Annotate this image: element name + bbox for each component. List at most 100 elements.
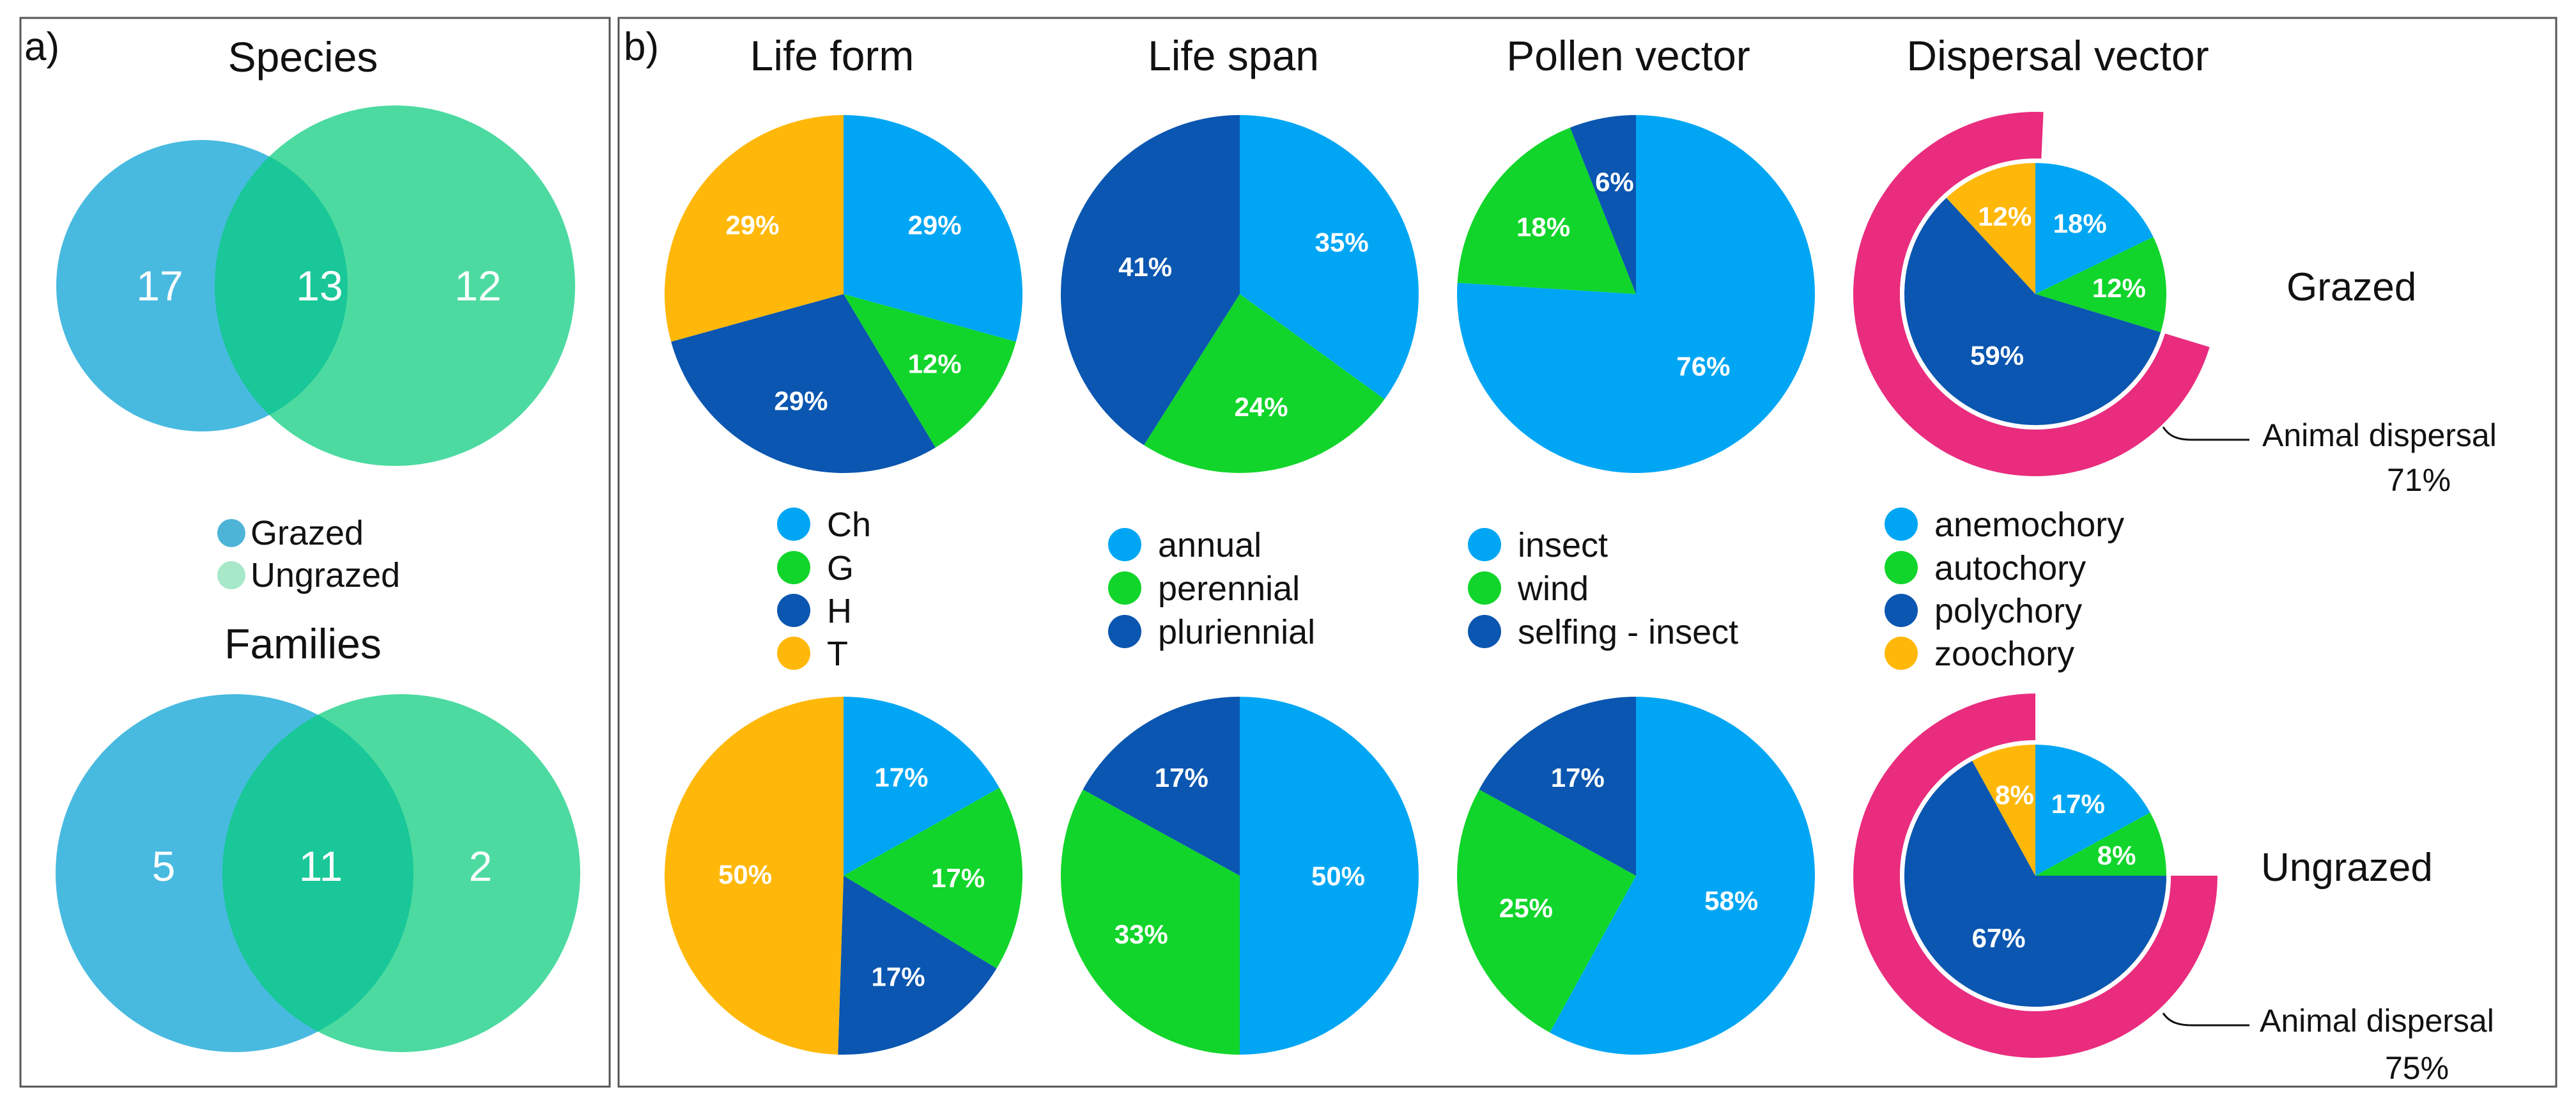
legend-grazed-label: Grazed bbox=[251, 514, 364, 552]
callout-grazed-line bbox=[2162, 426, 2249, 441]
legend-swatch-autochory bbox=[1885, 551, 1918, 584]
pie-slice-g bbox=[844, 294, 1016, 448]
legend-swatch-zoochory bbox=[1885, 637, 1918, 670]
pie-label-insect: 76% bbox=[1676, 351, 1730, 381]
pie-label-h: 17% bbox=[872, 961, 925, 991]
legend-label-wind: wind bbox=[1517, 570, 1589, 608]
venn-legend: Grazed Ungrazed bbox=[217, 514, 400, 594]
legend-label-perennial: perennial bbox=[1158, 570, 1300, 608]
dispersal-vector-pie-ungrazed: 17% 8% 67% 8% bbox=[1853, 694, 2217, 1058]
pie-label-polychory: 59% bbox=[1970, 341, 2024, 371]
pie-slice-zoochory bbox=[1972, 745, 2035, 876]
legend-label-h: H bbox=[827, 592, 852, 630]
callout-ungrazed-label: Animal dispersal bbox=[2260, 1003, 2494, 1039]
families-ungrazed-circle bbox=[222, 694, 580, 1052]
row-label-grazed: Grazed bbox=[2287, 265, 2416, 309]
families-grazed-only: 5 bbox=[152, 842, 176, 890]
pie-slice-ch bbox=[844, 697, 999, 876]
legend-label-zoochory: zoochory bbox=[1934, 635, 2074, 673]
legend-swatch-annual bbox=[1108, 528, 1141, 561]
legend-swatch-perennial bbox=[1108, 571, 1141, 605]
life-span-pie-ungrazed: 50% 33% 17% bbox=[1061, 697, 1419, 1055]
legend-swatch-wind bbox=[1468, 571, 1501, 605]
pie-label-g: 12% bbox=[908, 349, 962, 379]
pie-label-anemochory: 18% bbox=[2053, 208, 2107, 238]
legend-swatch-h bbox=[777, 594, 810, 627]
pie-slice-insect bbox=[1550, 697, 1815, 1055]
pie-label-autochory: 8% bbox=[2097, 840, 2136, 870]
pie-slice-selfing-insect bbox=[1479, 697, 1636, 876]
pie-charts: Life form 29% 12% 29% 29% 17% 17% 17% 50% Life sp… bbox=[665, 32, 2217, 1058]
pie-label-ch: 29% bbox=[908, 210, 962, 240]
callout-grazed: Animal dispersal 71% bbox=[2162, 417, 2497, 498]
species-shared: 13 bbox=[296, 262, 343, 309]
legend-label-t: T bbox=[827, 635, 848, 673]
species-venn: 17 13 12 bbox=[56, 105, 575, 466]
panel-a-tag: a) bbox=[24, 25, 59, 69]
pie-slice-t bbox=[665, 697, 844, 1055]
pie-slice-wind bbox=[1457, 789, 1636, 1033]
legend-ungrazed-label: Ungrazed bbox=[251, 556, 400, 594]
species-ungrazed-circle bbox=[215, 105, 575, 466]
legend-swatch-g bbox=[777, 551, 810, 584]
pie-label-t: 50% bbox=[718, 860, 772, 890]
pie-label-perennial: 24% bbox=[1235, 392, 1288, 422]
pie-label-selfing-insect: 17% bbox=[1551, 763, 1605, 793]
life-span-pie-grazed: 35% 24% 41% bbox=[1060, 115, 1419, 473]
legend-label-pluriennial: pluriennial bbox=[1158, 613, 1315, 651]
legend-swatch-selfing-insect bbox=[1468, 615, 1501, 648]
row-label-ungrazed: Ungrazed bbox=[2261, 846, 2433, 890]
legend-label-insect: insect bbox=[1518, 526, 1608, 564]
pie-slice-annual bbox=[1240, 697, 1419, 1055]
pollen-vector-title: Pollen vector bbox=[1506, 32, 1750, 79]
callout-ungrazed-value: 75% bbox=[2385, 1050, 2449, 1086]
pie-label-annual: 35% bbox=[1315, 228, 1369, 258]
pie-label-autochory: 12% bbox=[2092, 273, 2146, 303]
pie-label-wind: 25% bbox=[1499, 893, 1553, 923]
legend-swatch-anemochory bbox=[1885, 508, 1918, 541]
callout-grazed-label: Animal dispersal bbox=[2262, 417, 2497, 453]
pie-slice-perennial bbox=[1143, 294, 1385, 473]
pie-slice-wind bbox=[1457, 127, 1636, 294]
pie-label-pluriennial: 17% bbox=[1155, 763, 1208, 793]
pie-label-perennial: 33% bbox=[1114, 919, 1168, 949]
pie-label-selfing-insect: 6% bbox=[1595, 167, 1634, 197]
pie-slice-polychory bbox=[1904, 198, 2161, 426]
families-ungrazed-only: 2 bbox=[469, 842, 493, 890]
species-grazed-only: 17 bbox=[136, 262, 183, 309]
pie-label-ch: 17% bbox=[874, 762, 928, 792]
legend-swatch-polychory bbox=[1885, 594, 1918, 627]
legend-label-ch: Ch bbox=[827, 506, 871, 544]
families-venn: 5 11 2 bbox=[56, 694, 580, 1052]
pie-slice-zoochory bbox=[1946, 163, 2035, 294]
pie-label-g: 17% bbox=[931, 863, 985, 893]
species-ungrazed-only: 12 bbox=[454, 262, 501, 309]
life-span-title: Life span bbox=[1148, 32, 1319, 79]
life-form-title: Life form bbox=[750, 32, 914, 79]
pie-label-zoochory: 8% bbox=[1995, 780, 2034, 810]
pie-slice-autochory bbox=[2035, 812, 2166, 876]
pie-slice-anemochory bbox=[2035, 745, 2150, 876]
pie-slice-t bbox=[665, 115, 844, 342]
families-shared: 11 bbox=[299, 842, 343, 890]
legend-swatch-pluriennial bbox=[1108, 615, 1141, 648]
pie-slice-annual bbox=[1240, 115, 1419, 399]
pie-label-polychory: 67% bbox=[1972, 923, 2026, 953]
legend-label-polychory: polychory bbox=[1934, 592, 2082, 630]
pie-slice-perennial bbox=[1061, 789, 1240, 1055]
pie-slice-anemochory bbox=[2035, 163, 2154, 294]
legend-label-autochory: autochory bbox=[1934, 549, 2086, 587]
pie-slice-g bbox=[844, 787, 1022, 968]
pie-label-t: 29% bbox=[725, 210, 779, 240]
pie-slice-ch bbox=[844, 115, 1023, 342]
legend-swatch-t bbox=[777, 637, 810, 670]
species-title: Species bbox=[228, 33, 378, 81]
legend-label-annual: annual bbox=[1158, 526, 1261, 564]
life-form-pie-grazed: 29% 12% 29% 29% bbox=[665, 115, 1023, 474]
callout-ungrazed: Animal dispersal 75% bbox=[2162, 1003, 2494, 1086]
panel-a-frame bbox=[19, 17, 611, 1088]
life-form-pie-ungrazed: 17% 17% 17% 50% bbox=[665, 697, 1022, 1055]
legend-ungrazed-swatch bbox=[217, 561, 245, 589]
pie-slice-polychory bbox=[1904, 761, 2166, 1007]
